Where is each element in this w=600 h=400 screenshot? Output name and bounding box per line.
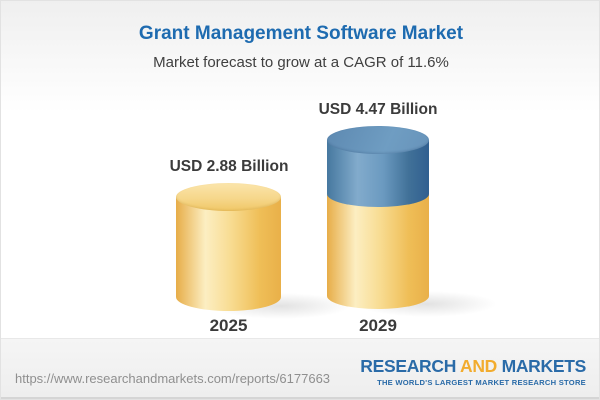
page-title: Grant Management Software Market	[138, 23, 464, 44]
logo-word-and: AND	[459, 356, 497, 376]
report-url: https://www.researchandmarkets.com/repor…	[15, 371, 331, 386]
cylinder-body-2025	[176, 197, 281, 311]
page-subtitle: Market forecast to grow at a CAGR of 11.…	[153, 54, 449, 71]
logo-wordmark: RESEARCH AND MARKETS	[360, 356, 587, 376]
researchandmarkets-logo: RESEARCH AND MARKETS THE WORLD'S LARGEST…	[360, 356, 587, 387]
value-label-2029: USD 4.47 Billion	[318, 101, 438, 118]
cylinder-bar-2025	[176, 183, 281, 311]
category-label-2029: 2029	[359, 316, 397, 335]
cylinder-top-face-2029	[327, 126, 429, 154]
logo-word-research: RESEARCH	[360, 356, 457, 376]
footer-bar: https://www.researchandmarkets.com/repor…	[1, 338, 599, 399]
cylinder-top-face-2025	[176, 183, 281, 211]
cylinder-body-base-2029	[327, 194, 429, 309]
value-label-2025: USD 2.88 Billion	[169, 158, 289, 175]
logo-word-markets: MARKETS	[501, 356, 587, 376]
category-label-2025: 2025	[209, 316, 248, 335]
cylinder-bar-2029	[327, 126, 429, 309]
logo-tagline: THE WORLD'S LARGEST MARKET RESEARCH STOR…	[377, 377, 586, 387]
